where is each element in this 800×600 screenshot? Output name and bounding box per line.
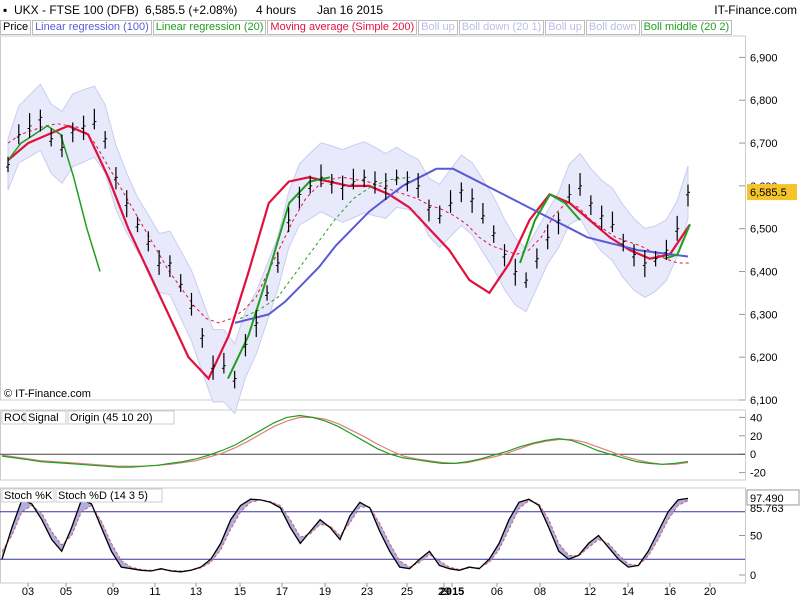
x-tick-09: 09: [107, 586, 119, 598]
legend-item-6[interactable]: Boll up: [545, 20, 585, 35]
stoch-y-tick-50: 50: [750, 531, 762, 543]
x-tick-08: 08: [534, 586, 546, 598]
x-tick-25: 25: [401, 586, 413, 598]
roc-legend-2: Origin (45 10 20): [70, 412, 153, 424]
stoch-y-tick-0: 0: [750, 570, 756, 582]
symbol-title: UKX - FTSE 100 (DFB): [14, 3, 139, 17]
stoch-legend-0: Stoch %K: [4, 490, 53, 502]
y-tick-6800: 6,800: [750, 95, 778, 107]
watermark: © IT-Finance.com: [4, 388, 91, 400]
date: Jan 16 2015: [317, 3, 384, 17]
bollinger-band: [7, 83, 689, 415]
x-tick-17: 17: [276, 586, 288, 598]
stoch-d-label: 85.763: [750, 503, 784, 515]
linreg20-line-c: [519, 193, 581, 264]
roc-legend-1: Signal: [28, 412, 59, 424]
roc-legend-box-0: [1, 410, 25, 425]
roc-y-tick-0: 0: [750, 449, 756, 461]
brand: IT-Finance.com: [714, 3, 797, 17]
linreg100-line: [234, 167, 689, 324]
y-tick-6700: 6,700: [750, 138, 778, 150]
legend-item-2[interactable]: Linear regression (20): [152, 20, 267, 35]
title-icon: ▪: [3, 3, 8, 17]
legend-item-7[interactable]: Boll down: [585, 20, 640, 35]
y-tick-6900: 6,900: [750, 52, 778, 64]
stoch-k-line: [1, 497, 689, 573]
legend-item-0[interactable]: Price: [0, 20, 32, 35]
legend-item-3[interactable]: Moving average (Simple 200): [267, 20, 418, 35]
x-tick-14: 14: [622, 586, 634, 598]
x-tick-05: 05: [60, 586, 72, 598]
roc-signal-line: [1, 416, 689, 467]
linreg20-line-a: [7, 125, 101, 272]
x-tick-2015: 2015: [440, 586, 464, 598]
legend-item-8[interactable]: Boll middle (20 2): [640, 20, 733, 35]
x-tick-13: 13: [190, 586, 202, 598]
x-tick-12: 12: [584, 586, 596, 598]
stoch-legend-box-0: [1, 488, 55, 503]
y-tick-6200: 6,200: [750, 352, 778, 364]
roc-panel-frame: [0, 409, 746, 481]
x-tick-29: 29: [438, 586, 450, 598]
roc-y-tick-40: 40: [750, 412, 762, 424]
chart-header: ▪ UKX - FTSE 100 (DFB) 6,585.5 (+2.08%) …: [0, 0, 800, 20]
stoch-value-label: 97.490: [750, 493, 784, 505]
x-tick-16: 16: [664, 586, 676, 598]
roc-line: [1, 414, 689, 468]
roc-legend-0: ROC: [4, 412, 29, 424]
interval: 4 hours: [256, 3, 297, 17]
y-tick-6300: 6,300: [750, 309, 778, 321]
ma-dashed-line: [7, 123, 690, 324]
indicator-legend: Price Linear regression (100) Linear regre…: [0, 20, 733, 35]
roc-legend-box-2: [67, 410, 175, 425]
stoch-legend-box-1: [55, 488, 163, 503]
y-tick-6500: 6,500: [750, 224, 778, 236]
x-tick-19: 19: [319, 586, 331, 598]
stoch-legend-1: Stoch %D (14 3 5): [58, 490, 148, 502]
roc-y-tick-20: 20: [750, 431, 762, 443]
x-tick-03: 03: [22, 586, 34, 598]
y-tick-6100: 6,100: [750, 395, 778, 407]
roc-y-tick--20: -20: [750, 468, 766, 480]
current-price-box: [747, 184, 797, 201]
stoch-panel-frame: [0, 487, 746, 584]
price-change: 6,585.5 (+2.08%): [145, 3, 238, 17]
current-price-label: 6,585.5: [750, 187, 787, 199]
stoch-value-box: [746, 489, 800, 506]
legend-item-4[interactable]: Boll up: [418, 20, 458, 35]
x-tick-23: 23: [361, 586, 373, 598]
x-tick-11: 11: [149, 586, 160, 598]
main-panel-frame: [0, 35, 746, 401]
legend-item-5[interactable]: Boll down (20 1): [458, 20, 545, 35]
x-tick-06: 06: [491, 586, 503, 598]
roc-legend-box-1: [25, 410, 67, 425]
boll-middle-line: [239, 176, 411, 320]
ma20-red-line: [7, 124, 691, 381]
legend-item-1[interactable]: Linear regression (100): [32, 20, 152, 35]
x-tick-20: 20: [704, 586, 716, 598]
y-tick-6400: 6,400: [750, 267, 778, 279]
x-tick-15: 15: [234, 586, 246, 598]
linreg20-line-d: [664, 224, 691, 260]
